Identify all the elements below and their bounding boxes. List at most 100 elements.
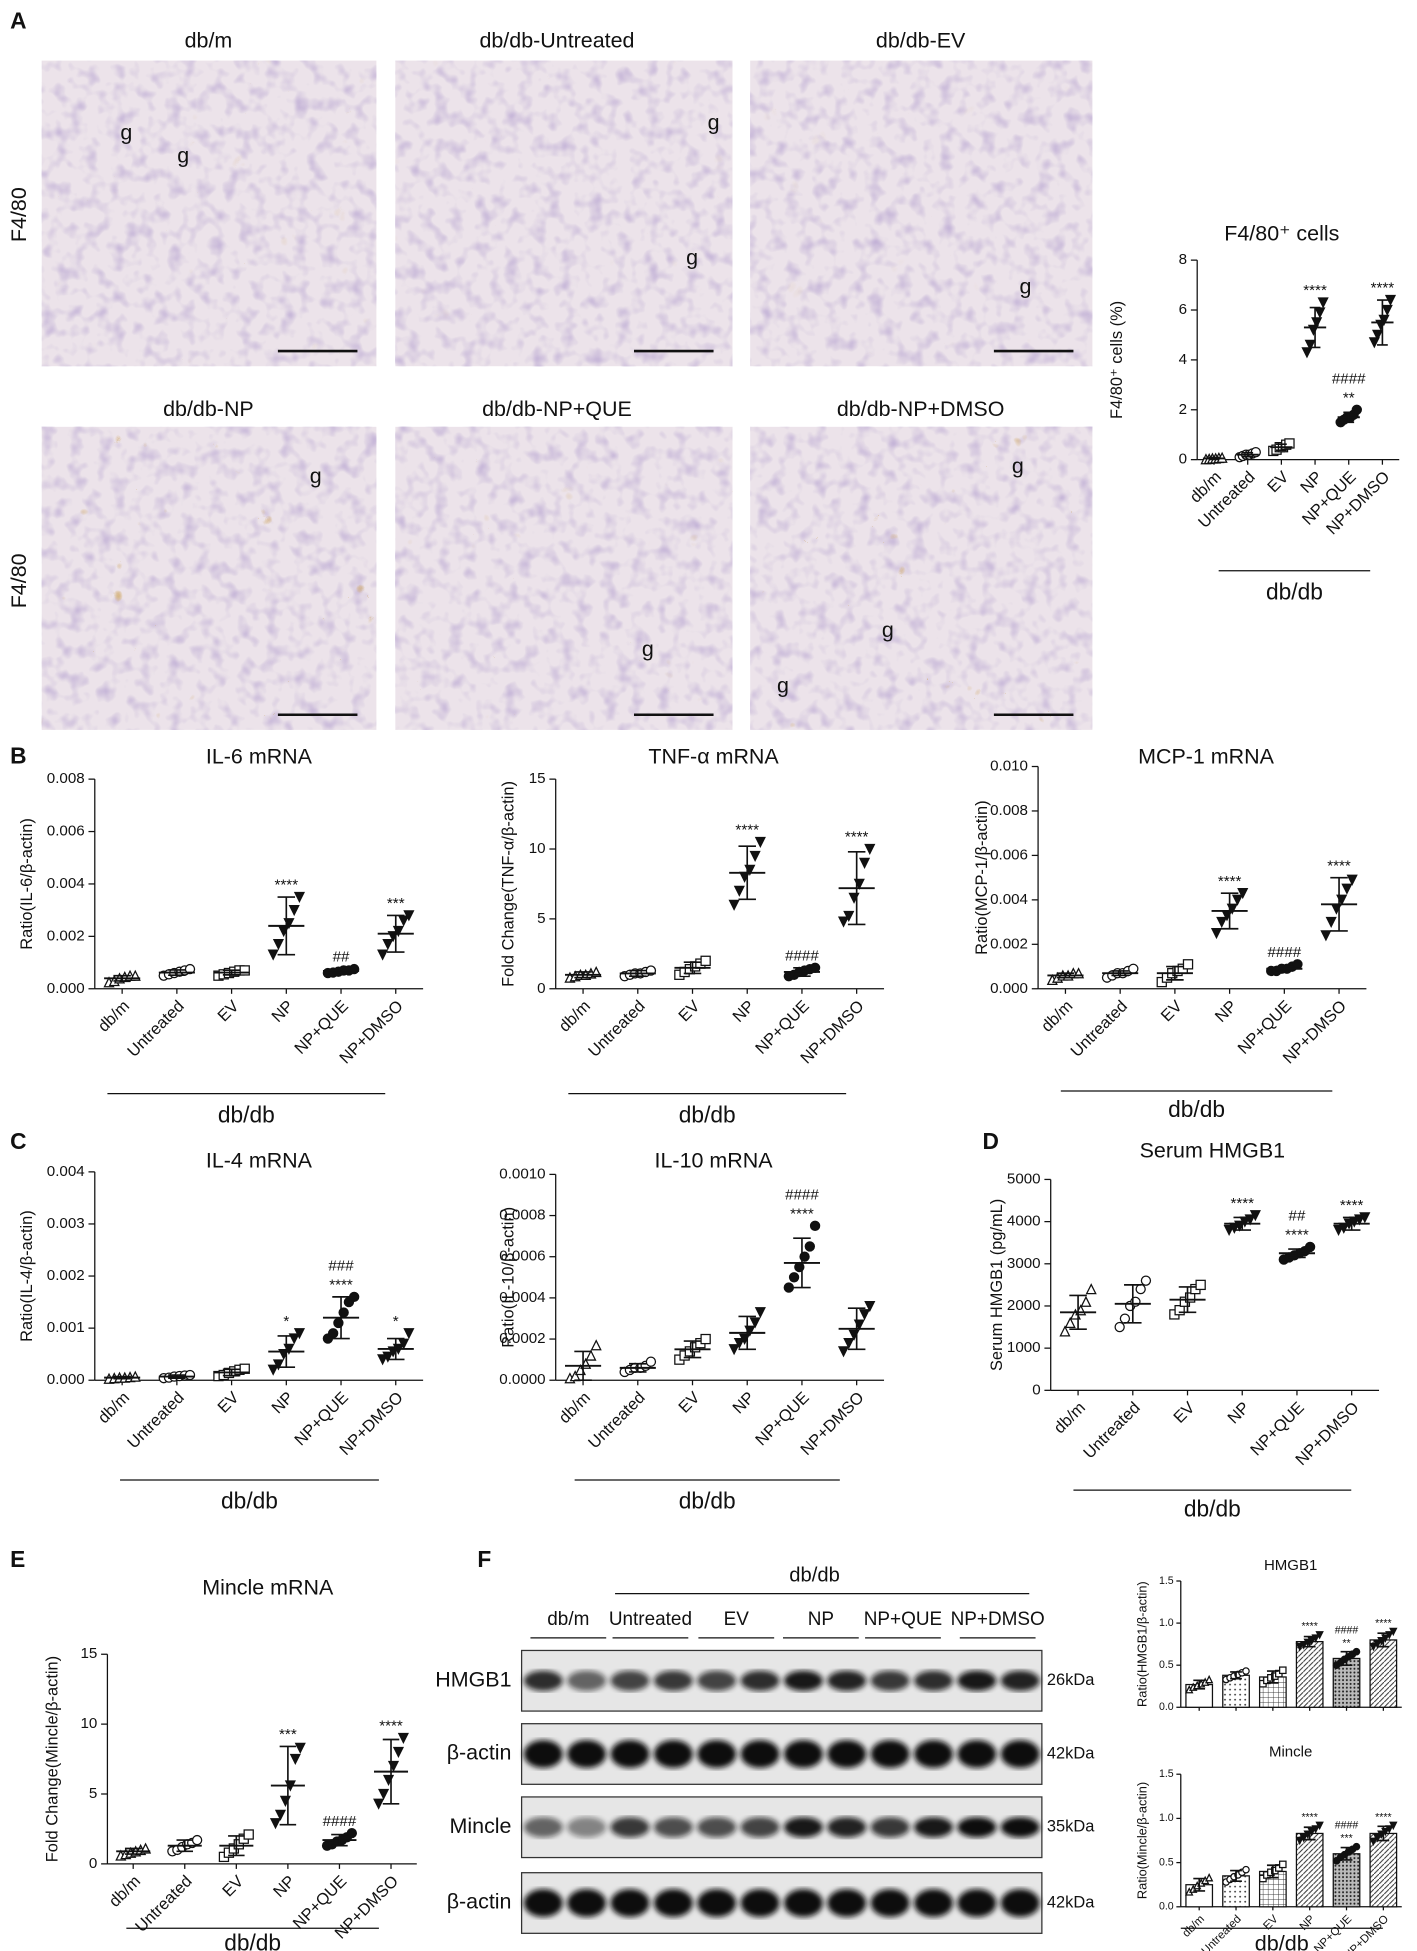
significance-label: ****	[1375, 1617, 1392, 1629]
data-point	[1085, 1283, 1097, 1295]
error-bar	[1220, 892, 1239, 930]
error-bar	[1342, 1216, 1361, 1231]
chart-title: HMGB1	[1264, 1557, 1317, 1574]
y-axis-label: Fold Change(TNF-α/β-actin)	[499, 781, 517, 987]
data-point	[1301, 347, 1313, 359]
y-tick-label: 1.0	[1159, 1617, 1174, 1629]
y-tick-label: 4	[1179, 351, 1187, 368]
blot-band	[523, 1817, 563, 1838]
blot-band	[653, 1817, 693, 1838]
data-point	[1182, 959, 1194, 970]
blot-band	[610, 1817, 650, 1838]
data-point	[1128, 963, 1139, 974]
data-point	[267, 1364, 279, 1376]
data-point	[1237, 888, 1249, 900]
y-tick-label: 0.000	[47, 1371, 85, 1388]
blot-band	[740, 1817, 780, 1838]
blot-band	[870, 1817, 910, 1838]
blot-size-label: 35kDa	[1047, 1818, 1095, 1836]
micrograph-title: db/db-Untreated	[479, 28, 634, 52]
chart-title: MCP-1 mRNA	[1138, 744, 1275, 768]
significance-label: ****	[379, 1718, 403, 1735]
blot-band	[610, 1889, 650, 1917]
x-tick-label: NP	[729, 1389, 758, 1418]
data-point	[272, 1359, 284, 1371]
chart-title: TNF-α mRNA	[648, 744, 779, 768]
error-bar	[793, 1237, 811, 1289]
x-tick-label: EV	[1170, 1399, 1198, 1427]
group-label: db/db	[221, 1488, 278, 1514]
significance-label: ***	[1340, 1833, 1352, 1845]
y-tick-label: 0.000	[990, 980, 1028, 997]
data-point	[382, 1351, 394, 1363]
blot-band	[567, 1670, 607, 1691]
bar	[1369, 1639, 1398, 1708]
x-tick-label: db/m	[1038, 997, 1077, 1036]
data-point	[1184, 1292, 1196, 1303]
data-point	[1371, 329, 1384, 341]
micrograph-title: db/m	[185, 28, 233, 52]
significance-label: ####	[323, 1813, 357, 1830]
y-tick-label: 0.0010	[499, 1165, 545, 1182]
y-tick-label: 0.008	[47, 770, 85, 787]
error-bar	[1193, 1679, 1206, 1690]
significance-label: ****	[1285, 1227, 1309, 1244]
lane-label: NP	[808, 1609, 834, 1630]
data-point	[1352, 1647, 1361, 1656]
y-tick-label: 0.0002	[499, 1330, 545, 1347]
y-axis-label: Ratio(MCP-1/β-actin)	[973, 800, 991, 954]
data-point	[1315, 1821, 1324, 1831]
error-bar	[279, 1745, 297, 1826]
y-tick-label: 5	[537, 910, 545, 927]
error-bar	[222, 1368, 241, 1377]
significance-label: ####	[1335, 1624, 1359, 1636]
data-point	[327, 1328, 339, 1339]
data-point	[733, 1337, 745, 1350]
panel-letter: B	[10, 743, 26, 769]
data-point	[1174, 1305, 1185, 1316]
data-point	[392, 1746, 405, 1759]
error-bar	[386, 1337, 405, 1361]
panel-letter: E	[10, 1546, 25, 1572]
data-point	[1314, 307, 1326, 319]
error-bar	[1208, 456, 1220, 461]
significance-label: ****	[790, 1205, 814, 1222]
error-bar	[738, 1315, 756, 1351]
chart-title: IL-4 mRNA	[206, 1148, 313, 1172]
y-tick-label: 15	[529, 770, 546, 787]
data-point	[1135, 1283, 1146, 1295]
y-tick-label: 0.5	[1159, 1659, 1174, 1671]
micrograph-title: db/db-EV	[876, 28, 966, 52]
blot-band	[913, 1889, 953, 1917]
x-tick-label: NP	[268, 1389, 297, 1418]
x-tick-label: NP	[270, 1872, 299, 1901]
data-point	[1341, 883, 1353, 895]
panel-letter: C	[10, 1128, 26, 1154]
error-bar	[332, 968, 350, 974]
data-point	[843, 1337, 855, 1350]
significance-label: ####	[1267, 944, 1301, 961]
error-bar	[1275, 965, 1294, 972]
y-axis-label: Ratio(IL-6/β-actin)	[18, 818, 36, 950]
error-bar	[1230, 1671, 1242, 1680]
blot-band	[567, 1817, 607, 1838]
data-point	[1389, 1821, 1398, 1831]
data-point	[1059, 1325, 1071, 1337]
data-point	[788, 1272, 800, 1283]
data-point	[289, 1753, 301, 1766]
group-label: db/db	[1168, 1096, 1225, 1122]
data-point	[397, 1732, 409, 1745]
data-point	[1210, 928, 1223, 940]
significance-label: ####	[785, 1187, 819, 1204]
data-point	[346, 1827, 358, 1839]
significance-label: ****	[1371, 280, 1395, 297]
data-point	[239, 965, 250, 976]
significance-label: ****	[1301, 1621, 1318, 1633]
error-bar	[1377, 1632, 1390, 1648]
x-tick-label: NP+QUE	[1312, 1913, 1354, 1951]
error-bar	[168, 1374, 186, 1379]
data-point	[267, 949, 279, 961]
blot-band	[567, 1889, 607, 1917]
y-tick-label: 0.004	[990, 891, 1028, 908]
blot-band	[827, 1670, 867, 1691]
